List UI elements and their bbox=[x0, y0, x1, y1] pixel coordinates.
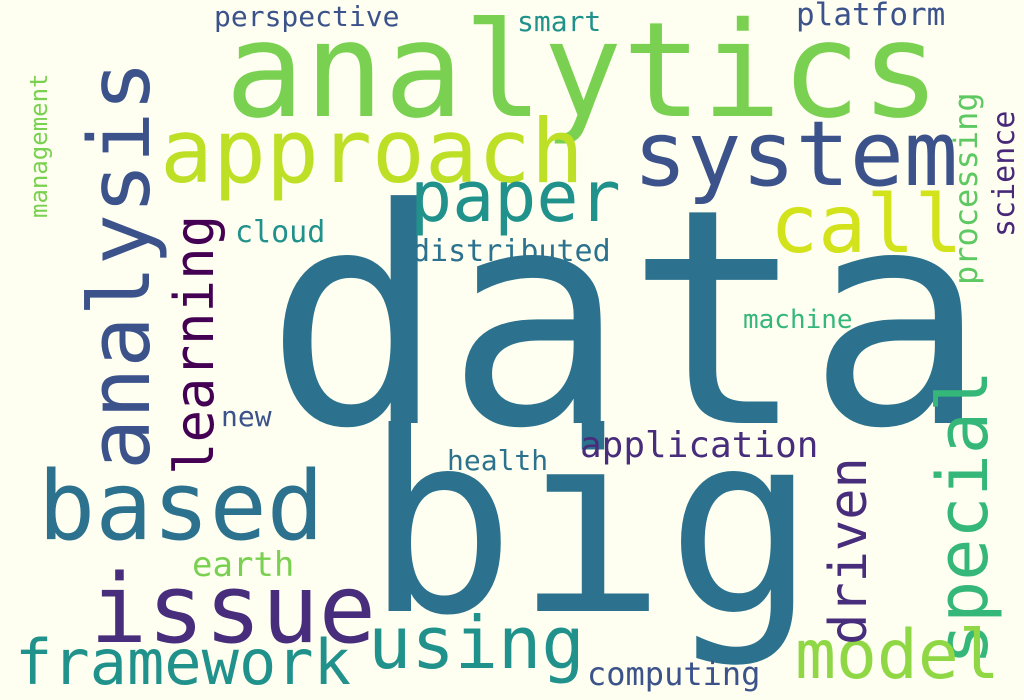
word-platform: platform bbox=[796, 0, 946, 33]
word-analytics: analytics bbox=[225, 0, 941, 148]
word-cloud: cloud bbox=[235, 215, 326, 250]
word-new: new bbox=[221, 400, 272, 433]
word-computing: computing bbox=[587, 655, 761, 693]
word-big: big bbox=[365, 379, 817, 670]
word-smart: smart bbox=[517, 5, 602, 38]
word-system: system bbox=[633, 102, 959, 207]
word-earth: earth bbox=[192, 545, 295, 585]
word-machine: machine bbox=[743, 305, 853, 335]
word-management: management bbox=[25, 73, 53, 219]
word-approach: approach bbox=[160, 100, 584, 203]
word-data: data bbox=[265, 145, 988, 494]
word-model: model bbox=[795, 616, 1000, 695]
word-framework: framework bbox=[15, 626, 351, 699]
word-using: using bbox=[368, 601, 585, 685]
word-analysis: analysis bbox=[71, 60, 170, 470]
word-learning: learning bbox=[163, 214, 226, 475]
word-call: call bbox=[770, 178, 963, 271]
word-distributed: distributed bbox=[412, 234, 611, 269]
word-science: science bbox=[987, 110, 1022, 237]
word-health: health bbox=[447, 444, 549, 477]
word-perspective: perspective bbox=[214, 0, 400, 33]
word-application: application bbox=[580, 425, 819, 466]
word-issue: issue bbox=[90, 555, 376, 665]
word-paper: paper bbox=[410, 156, 621, 238]
word-based: based bbox=[38, 452, 324, 562]
word-processing: processing bbox=[947, 92, 985, 285]
word-driven: driven bbox=[819, 457, 879, 645]
